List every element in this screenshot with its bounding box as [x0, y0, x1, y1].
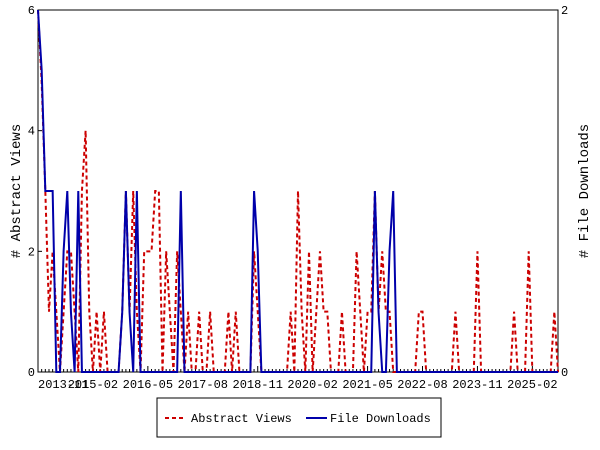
y-tick-label: 2	[28, 245, 35, 259]
legend-box	[156, 397, 442, 438]
x-tick-label: 2016-05	[123, 378, 173, 392]
x-tick-label: 2022-08	[397, 378, 447, 392]
x-tick-label: 2015-02	[68, 378, 118, 392]
legend-label: File Downloads	[330, 412, 431, 426]
plot-frame	[37, 9, 559, 373]
legend-label: Abstract Views	[191, 412, 292, 426]
x-tick-label: 2023-11	[452, 378, 502, 392]
x-tick-label: 2017-08	[178, 378, 228, 392]
y-tick-label: 0	[28, 366, 35, 380]
x-tick-label: 2020-02	[287, 378, 337, 392]
line-series	[37, 9, 559, 373]
x-tick-label: 2025-02	[507, 378, 557, 392]
y2-tick-label: 0	[561, 366, 568, 380]
x-tick-label: 2021-05	[342, 378, 392, 392]
y2-axis-label: # File Downloads	[577, 124, 593, 258]
y-tick-label: 4	[28, 125, 35, 139]
y2-tick-label: 2	[561, 4, 568, 18]
y-axis-label: # Abstract Views	[9, 124, 25, 258]
y-tick-label: 6	[28, 4, 35, 18]
line-series	[37, 9, 558, 373]
x-tick-label: 2018-11	[233, 378, 283, 392]
x-tick-label: 2013-11	[38, 378, 88, 392]
